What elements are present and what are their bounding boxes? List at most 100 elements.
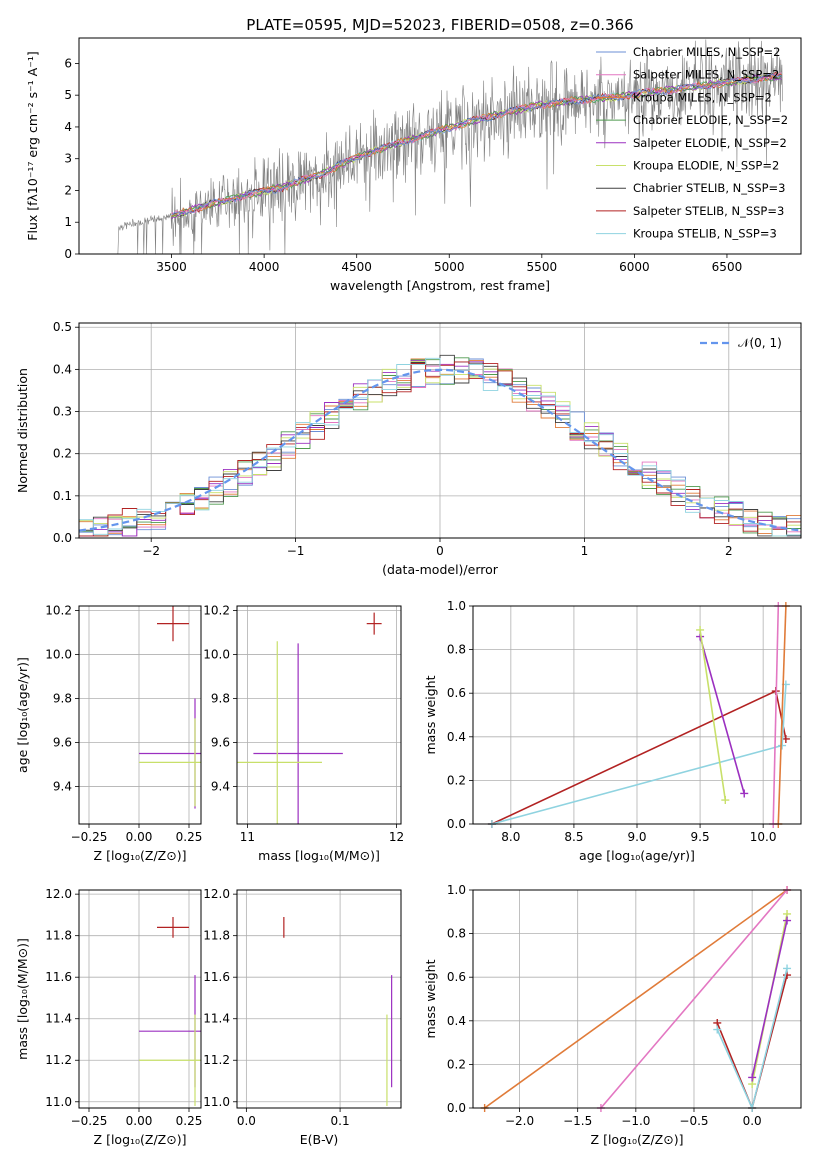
weight-line-salpeter_stelib bbox=[716, 974, 788, 1108]
x-tick-label: −2.0 bbox=[505, 1114, 534, 1128]
y-tick-label: 12.0 bbox=[45, 887, 72, 901]
panel-age_vs_Z: −0.25 0.00 0.25 9.4 9.6 9.8 10.0 10.2 Z [log₁₀(Z… bbox=[15, 603, 202, 863]
legend-label: Salpeter ELODIE, N_SSP=2 bbox=[633, 136, 787, 150]
y-tick-label: 9.6 bbox=[53, 736, 72, 750]
y-tick-label: 12.0 bbox=[203, 887, 230, 901]
weight-marker bbox=[778, 741, 787, 750]
y-tick-label: 0.1 bbox=[53, 489, 72, 503]
y-tick-label: 9.4 bbox=[211, 780, 230, 794]
residual-histogram-kroupa_stelib bbox=[79, 357, 801, 537]
axes-frame bbox=[236, 889, 402, 1109]
x-axis-label: (data-model)/error bbox=[382, 562, 499, 577]
legend-label: Kroupa MILES, N_SSP=2 bbox=[633, 90, 772, 104]
y-tick-label: 0.6 bbox=[447, 970, 466, 984]
y-tick-label: 0.3 bbox=[53, 405, 72, 419]
weight-marker bbox=[713, 1025, 722, 1034]
y-tick-label: 10.0 bbox=[45, 647, 72, 661]
weight-marker bbox=[748, 1073, 757, 1082]
panel-mass_vs_Z: −0.25 0.00 0.25 11.0 11.2 11.4 11.6 11.8 12.0 Z [… bbox=[15, 887, 203, 1147]
x-axis-label: Z [log₁₀(Z/Z⊙)] bbox=[94, 848, 187, 863]
legend-label: Chabrier STELIB, N_SSP=3 bbox=[633, 181, 785, 195]
axes-frame bbox=[78, 889, 202, 1109]
y-tick-label: 1.0 bbox=[447, 883, 466, 897]
x-tick-label: −0.25 bbox=[71, 1114, 108, 1128]
axes-frame bbox=[78, 322, 802, 539]
y-tick-label: 11.8 bbox=[45, 929, 72, 943]
y-axis-label: age [log₁₀(age/yr)] bbox=[15, 657, 30, 773]
residual-histogram-kroupa_elodie bbox=[79, 361, 801, 537]
model-spectrum-chabrier_elodie bbox=[171, 74, 782, 218]
x-tick-label: 3500 bbox=[156, 260, 187, 274]
y-tick-label: 11.2 bbox=[45, 1053, 72, 1067]
y-tick-label: 0.5 bbox=[53, 320, 72, 334]
y-tick-label: 0.4 bbox=[447, 730, 466, 744]
weight-line-salpeter_miles bbox=[772, 606, 780, 824]
x-tick-label: 5500 bbox=[527, 260, 558, 274]
x-tick-label: 4500 bbox=[341, 260, 372, 274]
x-tick-label: −2 bbox=[142, 544, 160, 558]
y-tick-label: 11.0 bbox=[203, 1095, 230, 1109]
x-tick-label: 0.25 bbox=[176, 1114, 203, 1128]
y-tick-label: 9.8 bbox=[53, 691, 72, 705]
axes-frame bbox=[472, 889, 802, 1109]
x-tick-label: 11 bbox=[240, 830, 255, 844]
panel-spectrum: 3500 4000 4500 5000 5500 6000 6500 0 1 2 3 4 5 6 wavel… bbox=[25, 37, 802, 293]
axes-frame bbox=[78, 37, 802, 255]
y-tick-label: 1 bbox=[64, 215, 72, 229]
y-axis-label: Flux [fλ10⁻¹⁷ erg cm⁻² s⁻¹ A⁻¹] bbox=[25, 51, 40, 240]
weight-marker bbox=[783, 916, 792, 925]
y-tick-label: 9.6 bbox=[211, 736, 230, 750]
x-tick-label: −0.5 bbox=[679, 1114, 708, 1128]
y-tick-label: 0.2 bbox=[53, 447, 72, 461]
observed-spectrum bbox=[116, 38, 783, 254]
weight-marker bbox=[740, 789, 749, 798]
x-tick-label: 10.0 bbox=[750, 830, 777, 844]
y-axis-label: mass weight bbox=[423, 675, 438, 754]
x-axis-label: Z [log₁₀(Z/Z⊙)] bbox=[591, 1132, 684, 1147]
y-tick-label: 0.4 bbox=[53, 362, 72, 376]
y-axis-label: Normed distribution bbox=[15, 368, 30, 493]
spectrum-legend: Chabrier MILES, N_SSP=2 Salpeter MILES, N… bbox=[596, 45, 788, 241]
y-tick-label: 0.0 bbox=[447, 817, 466, 831]
x-tick-label: 9.5 bbox=[691, 830, 710, 844]
x-tick-label: 6500 bbox=[712, 260, 743, 274]
panel-massweight_vs_Z: −2.0 −1.5 −1.0 −0.5 0.0 0.0 0.2 0.4 0.6 0.8 1.0 Z [… bbox=[423, 883, 802, 1147]
weight-line-kroupa_stelib bbox=[716, 968, 788, 1108]
x-tick-label: 1 bbox=[581, 544, 589, 558]
x-tick-label: 6000 bbox=[619, 260, 650, 274]
x-axis-label: wavelength [Angstrom, rest frame] bbox=[330, 278, 550, 293]
y-tick-label: 11.8 bbox=[203, 929, 230, 943]
weight-line-salpeter_elodie bbox=[751, 920, 788, 1078]
y-tick-label: 2 bbox=[64, 183, 72, 197]
y-tick-label: 11.6 bbox=[203, 970, 230, 984]
panel-residuals: −2 −1 0 1 2 0.0 0.1 0.2 0.3 0.4 0.5 (data-model)/er… bbox=[15, 320, 802, 577]
x-tick-label: 0.0 bbox=[743, 1114, 762, 1128]
x-tick-label: 0.1 bbox=[331, 1114, 350, 1128]
weight-marker bbox=[721, 796, 730, 805]
y-tick-label: 1.0 bbox=[447, 599, 466, 613]
y-tick-label: 10.0 bbox=[203, 647, 230, 661]
x-tick-label: −1.5 bbox=[563, 1114, 592, 1128]
model-spectrum-kroupa_miles bbox=[171, 73, 782, 217]
x-axis-label: Z [log₁₀(Z/Z⊙)] bbox=[94, 1132, 187, 1147]
panel-massweight_vs_age: 8.0 8.5 9.0 9.5 10.0 0.0 0.2 0.4 0.6 0.8 1.0 age [l… bbox=[423, 599, 802, 863]
x-tick-label: 0.00 bbox=[126, 830, 153, 844]
axes-frame bbox=[78, 605, 202, 825]
x-tick-label: −1 bbox=[287, 544, 305, 558]
y-tick-label: 11.4 bbox=[45, 1012, 72, 1026]
weight-line-kroupa_miles bbox=[484, 890, 788, 1108]
x-tick-label: 9.0 bbox=[627, 830, 646, 844]
x-tick-label: 0 bbox=[436, 544, 444, 558]
figure-title: PLATE=0595, MJD=52023, FIBERID=0508, z=0… bbox=[246, 16, 633, 34]
weight-line-salpeter_stelib bbox=[491, 689, 787, 824]
axes-frame bbox=[472, 605, 802, 825]
y-tick-label: 6 bbox=[64, 56, 72, 70]
x-axis-label: E(B-V) bbox=[300, 1132, 339, 1147]
y-tick-label: 0.0 bbox=[447, 1101, 466, 1115]
y-tick-label: 5 bbox=[64, 88, 72, 102]
weight-line-salpeter_elodie bbox=[699, 636, 745, 794]
y-tick-label: 3 bbox=[64, 152, 72, 166]
y-tick-label: 4 bbox=[64, 120, 72, 134]
x-tick-label: 5000 bbox=[434, 260, 465, 274]
x-tick-label: −0.25 bbox=[71, 830, 108, 844]
